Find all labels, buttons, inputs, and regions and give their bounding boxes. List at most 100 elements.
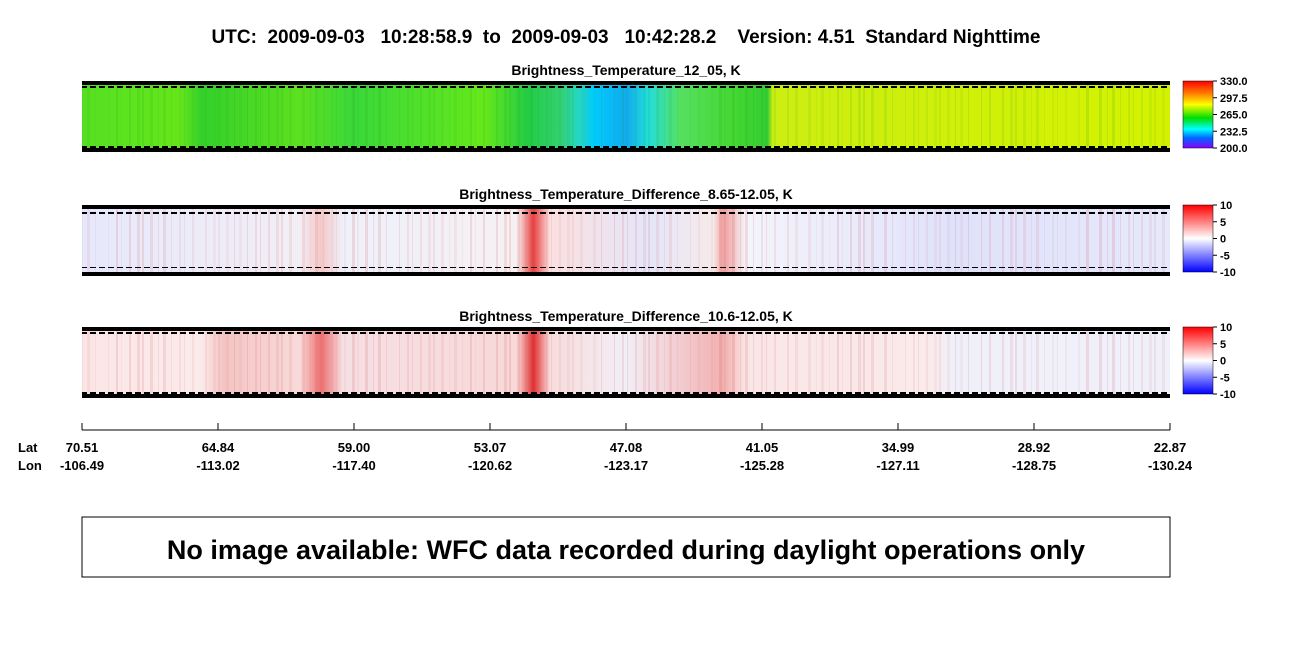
texture: [863, 329, 865, 396]
texture: [323, 207, 324, 274]
texture: [260, 329, 261, 396]
colorbar-label: -10: [1220, 267, 1236, 279]
texture: [711, 207, 713, 274]
texture: [433, 207, 435, 274]
texture: [884, 207, 887, 274]
texture: [310, 207, 311, 274]
texture: [1112, 83, 1115, 150]
texture: [635, 83, 637, 150]
texture: [483, 83, 485, 150]
lat-value: 34.99: [882, 440, 915, 455]
texture: [538, 329, 539, 396]
texture: [1107, 207, 1108, 274]
texture: [795, 207, 798, 274]
lon-value: -128.75: [1012, 458, 1056, 473]
texture: [344, 207, 346, 274]
texture: [441, 83, 444, 150]
texture: [863, 83, 865, 150]
texture: [871, 329, 874, 396]
texture: [656, 83, 659, 150]
colorbar-label: -5: [1220, 250, 1230, 262]
texture: [821, 329, 824, 396]
texture: [774, 329, 776, 396]
title: UTC: 2009-09-03 10:28:58.9 to 2009-09-03…: [212, 27, 1041, 48]
texture: [740, 83, 741, 150]
texture: [960, 329, 963, 396]
texture: [247, 329, 248, 396]
texture: [171, 83, 172, 150]
texture: [281, 207, 283, 274]
colorbar-label: 10: [1220, 200, 1232, 212]
texture: [310, 83, 311, 150]
texture: [669, 329, 672, 396]
texture: [816, 207, 817, 274]
colorbar-label: -10: [1220, 389, 1236, 401]
texture: [677, 207, 678, 274]
lat-value: 59.00: [338, 440, 371, 455]
texture: [226, 207, 229, 274]
texture: [745, 207, 748, 274]
texture: [1057, 83, 1058, 150]
texture: [158, 329, 159, 396]
texture: [926, 207, 928, 274]
texture: [129, 329, 131, 396]
texture: [407, 83, 409, 150]
texture: [538, 207, 539, 274]
texture: [433, 329, 435, 396]
texture: [517, 207, 520, 274]
texture: [601, 329, 602, 396]
texture: [546, 207, 548, 274]
colorbar-label: 5: [1220, 339, 1226, 351]
texture: [724, 83, 726, 150]
texture: [108, 207, 109, 274]
texture: [1162, 83, 1165, 150]
texture: [475, 83, 476, 150]
texture: [761, 83, 763, 150]
texture: [121, 329, 122, 396]
colorbar-label: 0: [1220, 356, 1226, 368]
texture: [745, 329, 748, 396]
texture: [496, 207, 498, 274]
texture: [365, 207, 368, 274]
texture: [323, 83, 324, 150]
texture: [205, 329, 207, 396]
lon-label: Lon: [18, 458, 42, 473]
texture: [1015, 329, 1017, 396]
texture: [268, 207, 270, 274]
texture: [470, 329, 472, 396]
texture: [365, 329, 368, 396]
texture: [289, 83, 292, 150]
texture: [614, 207, 615, 274]
texture: [871, 207, 874, 274]
texture: [331, 83, 333, 150]
texture: [664, 83, 665, 150]
texture: [905, 83, 906, 150]
colorbar-label: 232.5: [1220, 126, 1248, 138]
texture: [331, 207, 333, 274]
texture: [378, 83, 381, 150]
texture: [1112, 329, 1115, 396]
texture: [137, 329, 140, 396]
texture: [234, 207, 235, 274]
texture: [525, 207, 526, 274]
texture: [614, 83, 615, 150]
texture: [475, 207, 476, 274]
texture: [1065, 207, 1067, 274]
texture: [302, 207, 305, 274]
texture: [1107, 329, 1108, 396]
texture: [627, 329, 628, 396]
ticks-top: [82, 208, 1170, 214]
texture: [787, 83, 789, 150]
texture: [121, 83, 122, 150]
texture: [260, 83, 261, 150]
texture: [787, 207, 789, 274]
texture: [989, 329, 991, 396]
ticks-bottom: [82, 389, 1170, 395]
texture: [627, 83, 628, 150]
texture: [863, 207, 865, 274]
lon-value: -123.17: [604, 458, 648, 473]
texture: [753, 83, 754, 150]
colorbar: [1182, 204, 1214, 273]
texture: [816, 329, 817, 396]
texture: [795, 83, 798, 150]
